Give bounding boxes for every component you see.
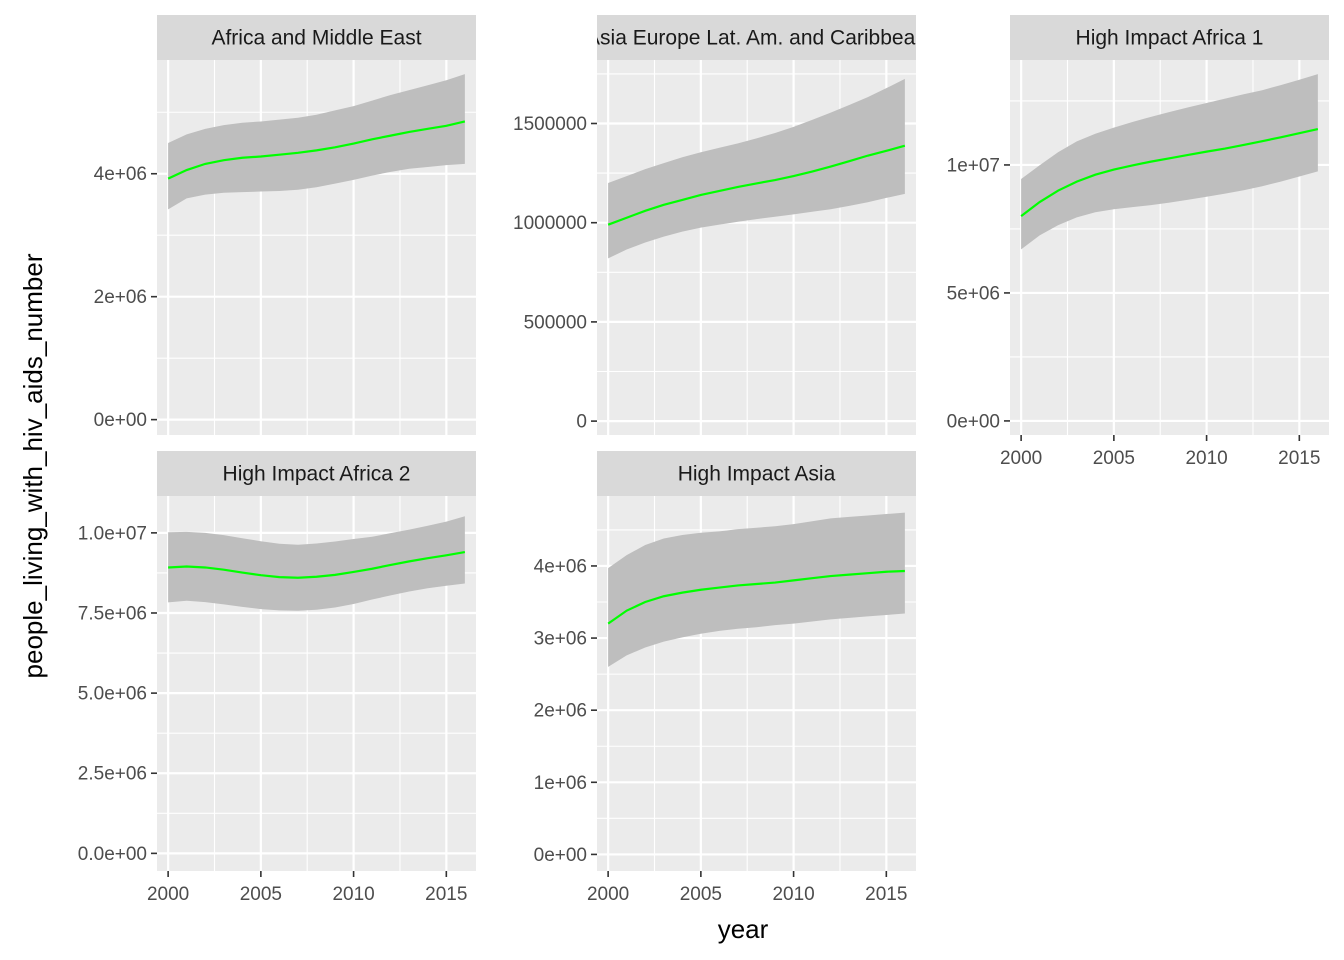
x-tick-label: 2005	[680, 884, 722, 905]
y-tick-label: 2e+06	[94, 287, 147, 308]
x-tick-label: 2015	[1278, 448, 1320, 469]
facet-strip	[157, 451, 476, 496]
confidence-ribbon	[608, 512, 905, 667]
y-tick-label: 3e+06	[534, 629, 587, 650]
x-tick-label: 2000	[147, 884, 189, 905]
series-line	[607, 569, 905, 625]
facet-panel: High Impact Asia 0e+00 1e+06 2e+06 3e+06 4e+0…	[534, 451, 916, 905]
y-tick-label: 1e+06	[534, 773, 587, 794]
facet-strip-label: High Impact Africa 2	[223, 463, 411, 486]
x-tick-label: 2000	[1000, 448, 1042, 469]
confidence-ribbon	[608, 78, 905, 259]
x-tick-label: 2010	[1185, 448, 1227, 469]
series-line	[168, 551, 466, 579]
y-tick-label: 4e+06	[94, 164, 147, 185]
facet-panel: Africa and Middle East 0e+00 2e+06 4e+06	[94, 15, 476, 435]
y-tick-label: 1e+07	[947, 155, 1000, 176]
y-tick-label: 4e+06	[534, 556, 587, 577]
y-axis-title: people_living_with_hiv_aids_number	[18, 253, 48, 678]
x-tick-label: 2005	[240, 884, 282, 905]
confidence-ribbon	[168, 516, 465, 611]
y-tick-label: 7.5e+06	[78, 603, 147, 624]
y-tick-label: 0e+00	[94, 410, 147, 431]
confidence-ribbon	[168, 74, 465, 210]
series-line	[607, 144, 906, 226]
y-tick-label: 5e+06	[947, 283, 1000, 304]
series-line	[167, 120, 466, 180]
facet-panel: Asia Europe Lat. Am. and Caribbean 0 50000…	[513, 15, 927, 435]
facet-strip-label: Asia Europe Lat. Am. and Caribbean	[586, 27, 927, 50]
series-line	[1020, 128, 1319, 218]
y-tick-label: 0	[576, 412, 587, 433]
y-tick-label: 1.0e+07	[78, 523, 147, 544]
y-tick-label: 2.5e+06	[78, 764, 147, 785]
y-tick-label: 5.0e+06	[78, 684, 147, 705]
facet-strip-label: High Impact Asia	[678, 463, 836, 486]
x-tick-label: 2005	[1093, 448, 1135, 469]
facet-strip-label: Africa and Middle East	[211, 27, 421, 50]
x-axis-title: year	[718, 914, 769, 944]
facet-strip	[597, 15, 916, 60]
y-tick-label: 0e+00	[947, 411, 1000, 432]
panels: Africa and Middle East 0e+00 2e+06 4e+06 Asi…	[78, 15, 1329, 905]
x-tick-label: 2010	[332, 884, 374, 905]
confidence-ribbon	[1021, 74, 1318, 250]
x-tick-label: 2000	[587, 884, 629, 905]
y-tick-label: 2e+06	[534, 701, 587, 722]
y-tick-label: 1000000	[513, 213, 587, 234]
y-tick-label: 1500000	[513, 114, 587, 135]
facet-strip	[597, 451, 916, 496]
y-tick-label: 500000	[524, 312, 587, 333]
x-tick-label: 2010	[772, 884, 814, 905]
x-tick-label: 2015	[865, 884, 907, 905]
y-tick-label: 0e+00	[534, 845, 587, 866]
facet-panel: High Impact Africa 2 0.0e+00 2.5e+06 5.0e+0…	[78, 451, 476, 905]
x-tick-label: 2015	[425, 884, 467, 905]
facet-strip	[157, 15, 476, 60]
facet-panel: High Impact Africa 1 0e+00 5e+06 1e+07 2000 2…	[947, 15, 1329, 469]
y-tick-label: 0.0e+00	[78, 844, 147, 865]
facet-strip	[1010, 15, 1329, 60]
facet-strip-label: High Impact Africa 1	[1076, 27, 1264, 50]
